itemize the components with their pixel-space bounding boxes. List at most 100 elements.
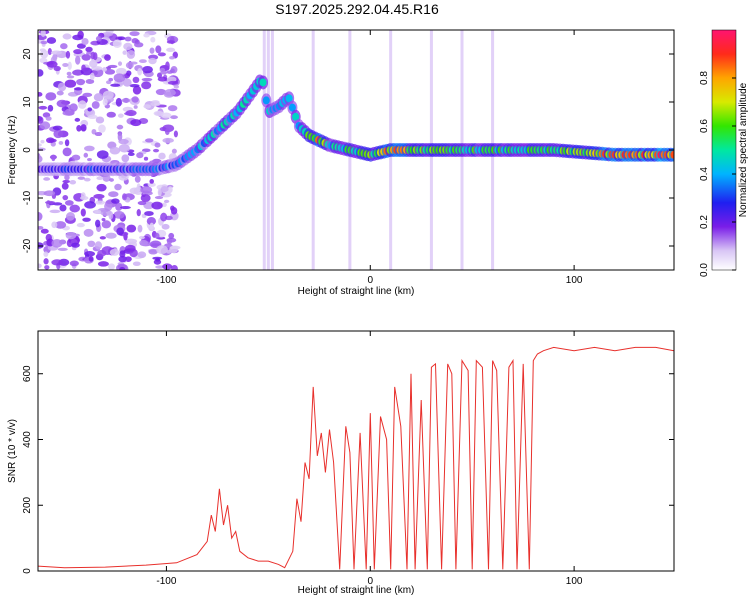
noise-blob (144, 211, 154, 217)
noise-blob (62, 147, 72, 157)
noise-blob (64, 200, 74, 206)
noise-blob (127, 152, 135, 157)
noise-blob (141, 148, 151, 153)
noise-blob (109, 146, 121, 155)
noise-blob (54, 221, 67, 229)
noise-blob (62, 33, 72, 40)
noise-blob (38, 242, 44, 249)
noise-blob (165, 61, 170, 71)
spectrogram-x-ticks: -100 0 100 (156, 30, 583, 286)
noise-blob (76, 124, 82, 132)
noise-blob (102, 98, 108, 106)
noise-blob (98, 124, 106, 133)
noise-blob (43, 258, 49, 265)
noise-blob (146, 217, 157, 226)
snr-x-tick-label: 100 (566, 576, 583, 587)
snr-y-tick-label: 600 (22, 365, 33, 382)
noise-blob (142, 65, 153, 74)
noise-blob (141, 77, 153, 82)
noise-blob (162, 137, 174, 144)
noise-blob (160, 70, 168, 75)
colorbar-tick-label: 0.2 (699, 215, 710, 229)
noise-blob (124, 111, 134, 116)
noise-blob (164, 128, 170, 135)
snr-x-tick-label: -100 (156, 576, 176, 587)
noise-blob (82, 92, 93, 98)
noise-blob (43, 251, 49, 257)
streak (262, 30, 266, 270)
noise-blob (91, 101, 100, 109)
noise-blob (39, 57, 48, 64)
noise-blob (126, 50, 136, 59)
snr-y-tick-label: 400 (22, 431, 33, 448)
spectrogram-y-tick-label: -20 (22, 238, 33, 253)
noise-blob (38, 92, 43, 97)
noise-blob (57, 247, 68, 252)
noise-blob (39, 121, 51, 130)
spectrogram-y-tick-label: 10 (22, 96, 33, 108)
spectrogram-y-ticks: 20 10 0 -10 -20 (22, 48, 674, 253)
noise-blob (52, 125, 63, 131)
noise-blob (136, 209, 141, 217)
noise-blob (38, 143, 42, 147)
noise-blob (133, 105, 138, 109)
noise-blob (131, 96, 139, 103)
noise-blob (49, 209, 61, 214)
noise-blob (160, 186, 169, 193)
colorbar-tick-label: 0.6 (699, 119, 710, 133)
snr-y-tick-label: 200 (22, 496, 33, 513)
noise-blob (118, 138, 129, 145)
noise-blob (95, 116, 105, 124)
noise-blob (62, 194, 69, 201)
noise-blob (162, 263, 173, 270)
noise-blob (105, 66, 111, 70)
noise-blob (73, 49, 83, 55)
noise-blob (157, 188, 162, 197)
snr-x-tick-label: 0 (367, 576, 373, 587)
noise-blob (69, 204, 81, 213)
noise-blob (51, 154, 56, 162)
ridge-blob (670, 150, 674, 159)
noise-blob (82, 217, 91, 222)
noise-blob (62, 110, 75, 116)
noise-blob (40, 40, 48, 45)
noise-blob (76, 222, 85, 228)
noise-blob (119, 250, 126, 258)
noise-blob (51, 239, 63, 248)
noise-blob (140, 194, 151, 203)
spectrogram-heatmap (38, 30, 674, 270)
noise-blob (158, 152, 166, 160)
noise-blob (85, 79, 95, 84)
noise-blob (119, 267, 126, 270)
noise-blob (166, 238, 173, 245)
spectrogram-y-tick-label: -10 (22, 190, 33, 205)
noise-blob (84, 251, 96, 257)
noise-blob (157, 72, 163, 79)
noise-blob (76, 78, 86, 86)
noise-blob (120, 205, 131, 210)
noise-blob (86, 51, 92, 55)
noise-blob (108, 263, 115, 270)
noise-blob (85, 46, 93, 53)
noise-blob (145, 138, 154, 143)
noise-blob (40, 228, 49, 234)
noise-blob (89, 72, 95, 81)
noise-blob (163, 199, 170, 203)
noise-blob (66, 212, 75, 221)
noise-blob (123, 42, 133, 51)
noise-blob (117, 113, 124, 118)
noise-blob (151, 201, 163, 210)
noise-blob (124, 36, 132, 42)
noise-blob (42, 112, 51, 118)
noise-blob (102, 67, 108, 72)
noise-blob (47, 48, 52, 55)
noise-blob (46, 37, 57, 44)
noise-blob (167, 105, 178, 112)
ridge-blob (285, 94, 293, 103)
streak (311, 30, 315, 270)
snr-y-axis-label: SNR (10 * v/v) (7, 419, 18, 483)
noise-blob (84, 145, 95, 152)
noise-blob (96, 183, 107, 192)
